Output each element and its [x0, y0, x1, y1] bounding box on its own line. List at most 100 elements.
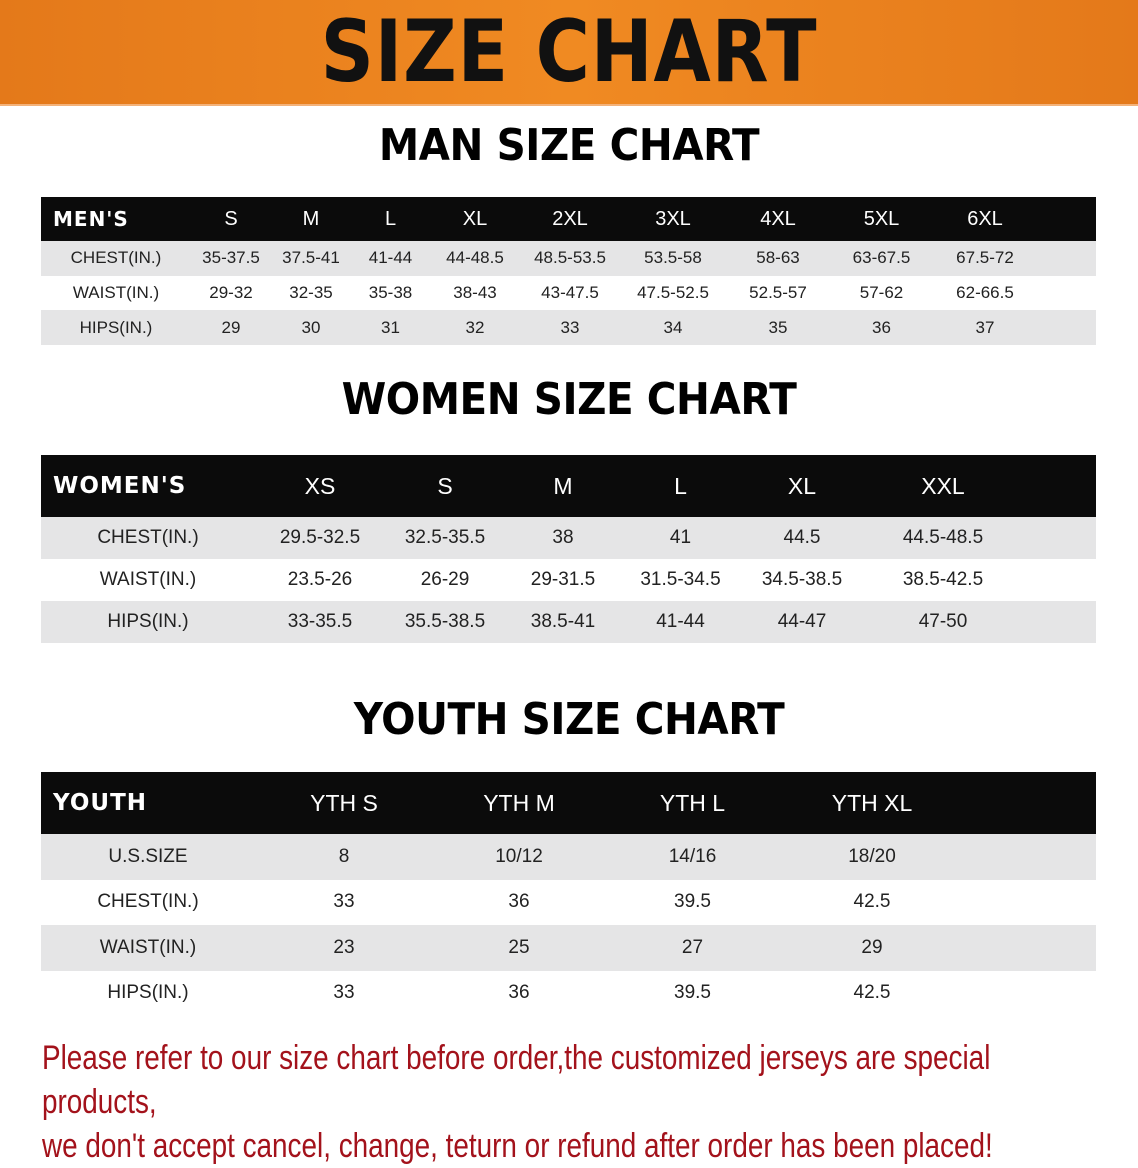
table-cell: 39.5	[674, 982, 711, 1004]
table-cell: 35-38	[368, 283, 413, 303]
men-size-table: MEN'S S M L XL 2XL 3XL 4XL 5XL 6XL CHEST(IN.) 35-37…	[41, 197, 1096, 346]
table-cell: 44.5	[783, 527, 821, 548]
row-label: WAIST(IN.)	[99, 569, 197, 590]
row-label: HIPS(IN.)	[107, 611, 189, 632]
table-row: WAIST(IN.) 23.5-26 26-29 29-31.5 31.5-34.5 34…	[41, 559, 1096, 601]
notice-line-1: Please refer to our size chart before or…	[42, 1039, 991, 1121]
table-cell: 33	[560, 317, 580, 337]
order-notice: Please refer to our size chart before or…	[42, 1036, 1026, 1168]
table-cell: 42.5	[853, 891, 891, 913]
row-label: CHEST(IN.)	[97, 891, 199, 913]
table-cell: 35.5-38.5	[404, 611, 486, 632]
table-cell: 32.5-35.5	[404, 527, 486, 548]
table-cell: 47.5-52.5	[637, 283, 709, 303]
table-cell: 34.5-38.5	[761, 569, 843, 590]
table-cell: 29.5-32.5	[279, 527, 361, 548]
title-banner: SIZE CHART	[0, 0, 1138, 106]
size-header-cell: 2XL	[552, 207, 588, 230]
table-cell: 52.5-57	[749, 283, 807, 303]
table-cell: 44.5-48.5	[902, 527, 984, 548]
table-row: HIPS(IN.) 33 36 39.5 42.5	[41, 970, 1096, 1016]
table-cell: 38.5-41	[530, 611, 596, 632]
table-row: WAIST(IN.) 29-32 32-35 35-38 38-43 43-47.5 47.…	[41, 275, 1096, 311]
size-header-cell: 6XL	[967, 207, 1003, 230]
table-cell: 36	[508, 982, 530, 1004]
table-cell: 23.5-26	[287, 569, 353, 590]
table-cell: 41-44	[368, 248, 413, 268]
table-cell: 33	[333, 891, 355, 913]
size-header-cell: XXL	[921, 472, 965, 499]
table-cell: 31	[381, 317, 400, 337]
table-cell: 41-44	[656, 611, 705, 632]
table-row: HIPS(IN.) 29 30 31 32 33 34 35 36 37	[41, 310, 1096, 346]
row-label: HIPS(IN.)	[79, 317, 153, 337]
table-cell: 38.5-42.5	[902, 569, 984, 590]
row-label: CHEST(IN.)	[70, 248, 162, 268]
table-cell: 38-43	[453, 283, 497, 303]
table-cell: 53.5-58	[644, 248, 702, 268]
table-cell: 35-37.5	[202, 248, 260, 268]
table-cell: 67.5-72	[956, 248, 1014, 268]
table-cell: 57-62	[859, 283, 904, 303]
table-cell: 63-67.5	[852, 248, 911, 268]
table-cell: 33	[333, 982, 355, 1004]
table-header-row: YOUTH YTH S YTH M YTH L YTH XL	[41, 772, 1096, 834]
table-cell: 25	[508, 936, 530, 958]
row-label: U.S.SIZE	[108, 845, 188, 867]
table-row: WAIST(IN.) 23 25 27 29	[41, 925, 1096, 971]
size-header-cell: M	[302, 207, 320, 230]
table-cell: 44-47	[777, 611, 827, 632]
table-cell: 41	[669, 527, 692, 548]
table-cell: 39.5	[674, 891, 711, 913]
size-header-cell: S	[224, 207, 238, 230]
youth-size-table: YOUTH YTH S YTH M YTH L YTH XL U.S.SIZE 8 10/12…	[41, 772, 1096, 1016]
table-row: CHEST(IN.) 35-37.5 37.5-41 41-44 44-48.5 48.5…	[41, 241, 1096, 276]
men-section-title: MAN SIZE CHART	[378, 120, 760, 171]
size-header-cell: YTH L	[659, 789, 726, 816]
row-label: WAIST(IN.)	[99, 936, 197, 958]
size-header-cell: YTH XL	[831, 789, 913, 816]
women-section-title: WOMEN SIZE CHART	[341, 374, 797, 425]
table-cell: 42.5	[853, 982, 891, 1004]
size-header-cell: YTH S	[310, 789, 378, 816]
size-header-cell: S	[437, 472, 453, 499]
size-header-cell: XS	[304, 472, 336, 499]
table-cell: 32-35	[289, 283, 333, 303]
table-cell: 30	[301, 317, 321, 337]
table-cell: 32	[465, 317, 485, 337]
table-cell: 36	[508, 891, 530, 913]
row-label: CHEST(IN.)	[97, 527, 199, 548]
size-header-cell: YTH M	[483, 789, 555, 816]
size-header-cell: XL	[787, 472, 817, 499]
size-header-cell: XL	[462, 207, 488, 230]
table-title-cell: YOUTH	[53, 790, 148, 816]
table-cell: 48.5-53.5	[534, 248, 606, 268]
notice-line-2: we don't accept cancel, change, teturn o…	[42, 1127, 993, 1165]
row-label: WAIST(IN.)	[72, 283, 160, 303]
table-cell: 29	[861, 936, 883, 958]
table-row: HIPS(IN.) 33-35.5 35.5-38.5 38.5-41 41-44 44-…	[41, 601, 1096, 643]
table-cell: 10/12	[495, 845, 543, 867]
table-cell: 38	[552, 527, 574, 548]
table-cell: 29	[221, 317, 241, 337]
table-cell: 31.5-34.5	[640, 569, 721, 590]
table-cell: 14/16	[668, 845, 717, 867]
table-cell: 34	[663, 317, 683, 337]
table-row: U.S.SIZE 8 10/12 14/16 18/20	[41, 834, 1096, 880]
row-label: HIPS(IN.)	[107, 982, 189, 1004]
size-header-cell: L	[674, 472, 687, 499]
table-cell: 36	[872, 317, 891, 337]
table-title-cell: WOMEN'S	[53, 473, 187, 499]
table-cell: 8	[338, 845, 350, 867]
size-header-cell: 5XL	[863, 207, 900, 230]
table-cell: 29-32	[209, 283, 253, 303]
size-header-cell: 3XL	[655, 207, 691, 230]
table-cell: 29-31.5	[530, 569, 596, 590]
size-header-cell: 4XL	[760, 207, 796, 230]
table-cell: 44-48.5	[446, 248, 504, 268]
table-cell: 35	[768, 317, 788, 337]
table-cell: 62-66.5	[956, 283, 1014, 303]
table-cell: 23	[333, 936, 355, 958]
size-header-cell: M	[553, 472, 573, 499]
women-size-table: WOMEN'S XS S M L XL XXL CHEST(IN.) 29.5-32.5 32.5…	[41, 455, 1096, 643]
